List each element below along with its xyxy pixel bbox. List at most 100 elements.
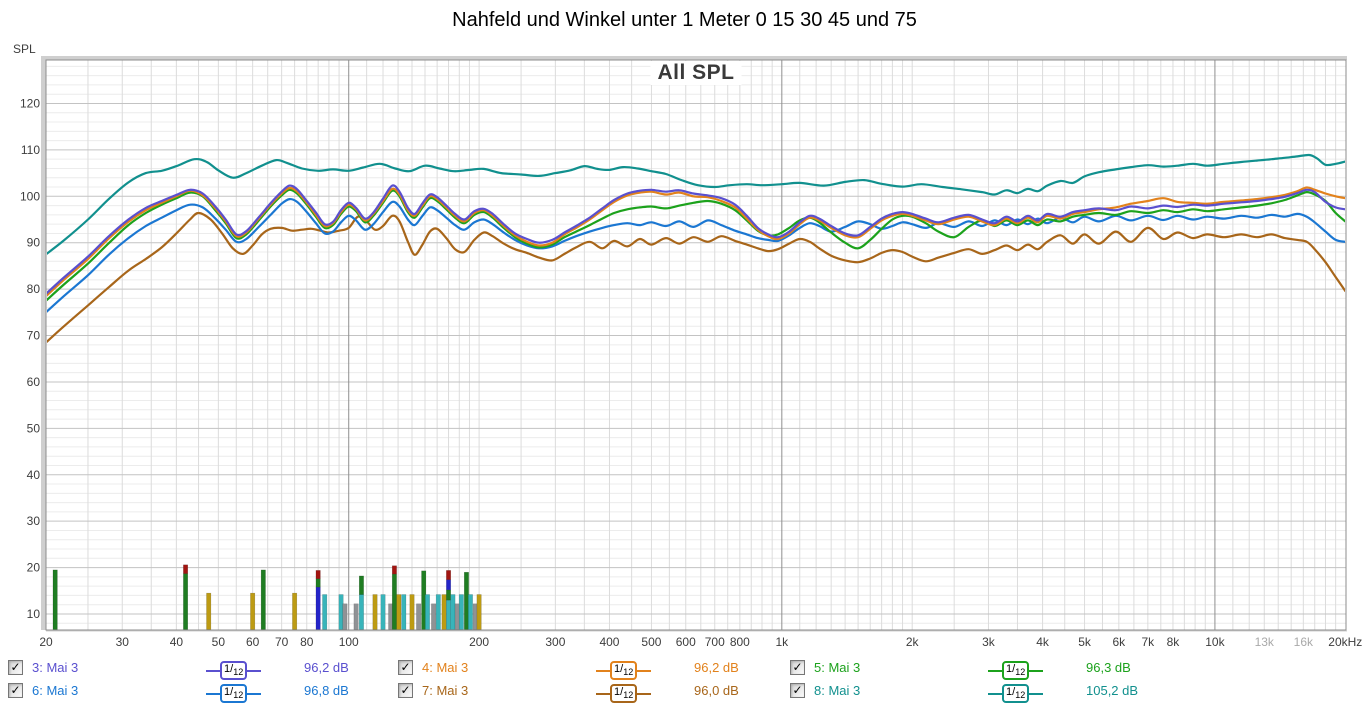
- marker-bar-segment: [446, 570, 451, 580]
- x-tick-30: 30: [116, 635, 130, 649]
- marker-bar-segment: [315, 578, 321, 588]
- level-value-4: 96,2 dB: [694, 660, 739, 675]
- measurement-name-6[interactable]: 6: Mai 3: [32, 683, 79, 698]
- x-tick-200: 200: [469, 635, 489, 649]
- y-tick-40: 40: [27, 468, 41, 482]
- y-tick-60: 60: [27, 375, 41, 389]
- marker-bar-segment: [416, 603, 422, 630]
- x-tick-100: 100: [339, 635, 359, 649]
- curve-3: [47, 184, 1345, 295]
- x-tick-50: 50: [212, 635, 226, 649]
- y-tick-110: 110: [21, 143, 40, 157]
- x-tick-40: 40: [170, 635, 184, 649]
- marker-bar-segment: [458, 594, 464, 630]
- marker-bar-segment: [454, 603, 460, 630]
- trace-line-icon: [637, 692, 652, 695]
- spl-curves: [47, 153, 1345, 344]
- y-tick-90: 90: [27, 236, 41, 250]
- marker-bar-segment: [359, 575, 364, 595]
- marker-bar-segment: [425, 594, 430, 630]
- smoothing-control-4[interactable]: 1/12: [596, 661, 652, 681]
- marker-bar-segment: [183, 564, 189, 574]
- x-tick-20kHz: 20kHz: [1328, 635, 1362, 649]
- smoothing-control-5[interactable]: 1/12: [988, 661, 1044, 681]
- curve-6: [47, 197, 1345, 313]
- trace-line-icon: [1029, 669, 1044, 672]
- marker-bar-segment: [409, 594, 415, 630]
- y-axis-label: SPL: [13, 42, 36, 56]
- measurement-name-5[interactable]: 5: Mai 3: [814, 660, 861, 675]
- measurement-name-7[interactable]: 7: Mai 3: [422, 683, 469, 698]
- curve-8: [47, 153, 1345, 255]
- visibility-checkbox-3[interactable]: ✓: [8, 660, 23, 675]
- check-icon: ✓: [400, 683, 411, 697]
- smoothing-badge: 1/12: [1002, 684, 1030, 704]
- visibility-checkbox-6[interactable]: ✓: [8, 683, 23, 698]
- marker-bar-segment: [446, 599, 451, 630]
- marker-bar-segment: [476, 594, 482, 630]
- x-tick-7k: 7k: [1141, 635, 1155, 649]
- marker-bar-segment: [372, 594, 378, 630]
- marker-bar-segment: [322, 594, 328, 630]
- marker-bar-segment: [183, 573, 189, 630]
- y-tick-20: 20: [27, 561, 41, 575]
- marker-bar-segment: [391, 565, 397, 575]
- smoothing-control-6[interactable]: 1/12: [206, 684, 262, 704]
- x-tick-6k: 6k: [1112, 635, 1126, 649]
- x-tick-16k: 16k: [1294, 635, 1314, 649]
- y-tick-70: 70: [27, 329, 41, 343]
- marker-bar-segment: [206, 592, 212, 630]
- y-tick-30: 30: [27, 514, 41, 528]
- smoothing-control-7[interactable]: 1/12: [596, 684, 652, 704]
- measurement-name-8[interactable]: 8: Mai 3: [814, 683, 861, 698]
- x-tick-20: 20: [39, 635, 53, 649]
- y-tick-120: 120: [20, 96, 40, 110]
- smoothing-badge: 1/12: [610, 684, 638, 704]
- trace-line-icon: [596, 692, 610, 695]
- smoothing-badge: 1/12: [220, 661, 248, 681]
- smoothing-badge: 1/12: [220, 684, 248, 704]
- x-tick-10k: 10k: [1205, 635, 1225, 649]
- marker-bar-segment: [342, 603, 348, 630]
- measurement-name-4[interactable]: 4: Mai 3: [422, 660, 469, 675]
- check-icon: ✓: [10, 660, 21, 674]
- measurement-name-3[interactable]: 3: Mai 3: [32, 660, 79, 675]
- axis-tick-labels: 20 30 40 50 60 70 80 100 200 300 400 500 600 700 800 1k…: [20, 96, 1362, 649]
- bar-markers: [52, 564, 482, 630]
- x-tick-70: 70: [275, 635, 289, 649]
- visibility-checkbox-8[interactable]: ✓: [790, 683, 805, 698]
- marker-bar-segment: [435, 594, 441, 630]
- plot-header-label: All SPL: [650, 61, 742, 85]
- trace-line-icon: [988, 669, 1002, 672]
- level-value-6: 96,8 dB: [304, 683, 349, 698]
- smoothing-control-3[interactable]: 1/12: [206, 661, 262, 681]
- marker-bar-segment: [292, 592, 298, 630]
- x-tick-800: 800: [730, 635, 750, 649]
- trace-line-icon: [247, 692, 262, 695]
- smoothing-control-8[interactable]: 1/12: [988, 684, 1044, 704]
- visibility-checkbox-5[interactable]: ✓: [790, 660, 805, 675]
- trace-line-icon: [1029, 692, 1044, 695]
- y-tick-10: 10: [27, 607, 41, 621]
- visibility-checkbox-4[interactable]: ✓: [398, 660, 413, 675]
- chart-title: Nahfeld und Winkel unter 1 Meter 0 15 30…: [452, 9, 917, 31]
- level-value-8: 105,2 dB: [1086, 683, 1139, 698]
- x-tick-8k: 8k: [1167, 635, 1181, 649]
- marker-bar-segment: [250, 592, 256, 630]
- marker-bar-segment: [315, 586, 321, 630]
- visibility-checkbox-7[interactable]: ✓: [398, 683, 413, 698]
- gridlines: [46, 60, 1346, 630]
- x-tick-400: 400: [599, 635, 619, 649]
- marker-bar-segment: [380, 594, 386, 630]
- check-icon: ✓: [792, 660, 803, 674]
- marker-bar-segment: [359, 594, 364, 630]
- x-tick-1k: 1k: [775, 635, 789, 649]
- trace-line-icon: [247, 669, 262, 672]
- y-tick-80: 80: [27, 282, 41, 296]
- x-tick-13k: 13k: [1255, 635, 1275, 649]
- marker-bar-segment: [446, 579, 451, 591]
- marker-bar-segment: [391, 573, 397, 630]
- marker-bar-segment: [446, 589, 451, 601]
- marker-bar-segment: [353, 603, 359, 630]
- marker-bar-segment: [441, 594, 447, 630]
